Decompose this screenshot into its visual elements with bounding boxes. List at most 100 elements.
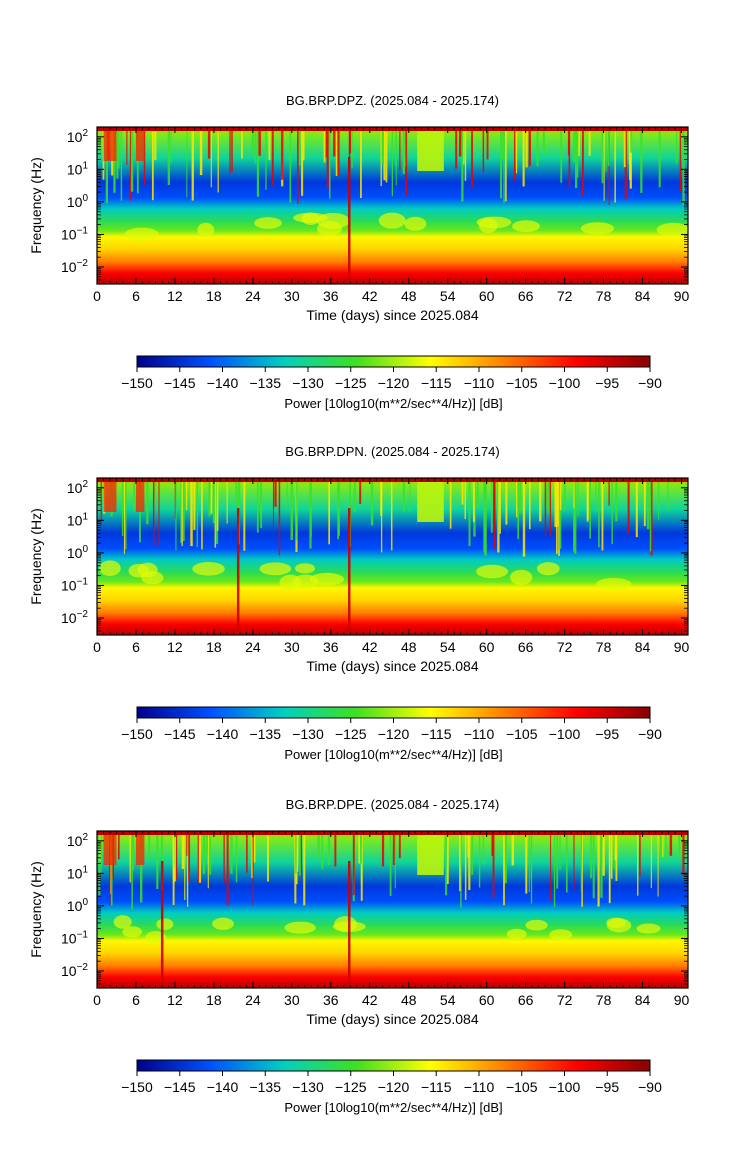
transient-streak [380, 131, 382, 187]
x-tick-label: 66 [518, 992, 534, 1008]
transient-streak [210, 482, 213, 514]
colorbar-tick-label: −115 [421, 726, 452, 742]
transient-streak [325, 131, 328, 158]
colorbar-tick-label: −130 [292, 1079, 324, 1095]
transient-streak [256, 482, 259, 533]
transient-streak [528, 131, 531, 167]
transient-streak [117, 131, 120, 169]
transient-streak [590, 835, 592, 879]
transient-streak [139, 482, 141, 543]
transient-streak [402, 131, 406, 175]
transient-streak [98, 835, 101, 897]
plot-frame [96, 126, 689, 285]
colorbar-tick-label: −110 [464, 1079, 495, 1095]
colorbar-tick-label: −115 [421, 1079, 452, 1095]
high-power-patch [135, 482, 145, 512]
transient-streak [253, 835, 256, 863]
transient-streak [665, 835, 667, 862]
x-axis-label: Time (days) since 2025.084 [306, 1011, 478, 1027]
colorbar-tick-label: −120 [378, 375, 410, 391]
transient-streak [395, 131, 397, 186]
y-tick-label: 10−1 [61, 576, 88, 593]
transient-streak [601, 482, 604, 551]
transient-streak [286, 482, 288, 509]
transient-streak [252, 835, 254, 906]
microseism-blob [279, 574, 302, 591]
transient-streak [445, 835, 448, 896]
transient-streak [105, 131, 109, 204]
transient-streak [643, 482, 646, 527]
transient-streak [272, 482, 274, 530]
data-gap-band [417, 482, 444, 522]
x-tick-label: 90 [674, 288, 690, 304]
y-axis-label: Frequency (Hz) [28, 861, 44, 957]
x-tick-label: 36 [323, 639, 339, 655]
transient-streak [123, 482, 125, 554]
transient-streak [461, 482, 464, 505]
x-tick-label: 6 [132, 639, 140, 655]
microseism-blob [124, 227, 159, 241]
transient-streak [476, 482, 479, 508]
transient-streak [482, 131, 485, 172]
transient-streak [241, 131, 243, 159]
spectrogram-panel-1: BG.BRP.DPZ. (2025.084 - 2025.174) 0 6 12 18 2… [28, 93, 690, 411]
colorbar-tick-label: −150 [121, 375, 153, 391]
transient-streak [385, 131, 388, 183]
microseism-blob [378, 212, 406, 229]
colorbar-tick-label: −115 [421, 375, 452, 391]
x-tick-label: 60 [479, 288, 495, 304]
transient-streak [133, 482, 135, 511]
transient-streak [675, 131, 678, 165]
transient-streak [186, 131, 188, 197]
transient-streak [152, 482, 155, 545]
transient-streak [243, 482, 246, 551]
transient-streak [383, 131, 386, 181]
transient-streak [268, 131, 271, 161]
transient-streak [229, 131, 231, 175]
transient-streak [573, 131, 576, 163]
colorbar-tick-label: −150 [121, 726, 153, 742]
transient-streak [650, 835, 652, 889]
transient-streak [460, 835, 462, 908]
transient-streak [628, 131, 631, 164]
y-tick-label: 100 [67, 193, 89, 210]
transient-streak [580, 835, 583, 892]
transient-streak [299, 835, 302, 876]
colorbar-tick-label: −120 [378, 726, 410, 742]
transient-streak [180, 482, 183, 544]
transient-streak [172, 835, 175, 905]
y-tick-label: 101 [67, 160, 89, 177]
transient-streak [630, 131, 633, 153]
transient-streak [615, 835, 618, 881]
x-tick-label: 48 [401, 288, 417, 304]
microseism-blob [404, 216, 427, 231]
transient-streak [559, 482, 562, 511]
x-tick-label: 36 [323, 288, 339, 304]
spectrogram-panel-2: BG.BRP.DPN. (2025.084 - 2025.174) 0 6 12 18 2… [28, 444, 690, 762]
transient-streak [120, 131, 123, 201]
y-tick-label: 101 [67, 511, 89, 528]
colorbar-label: Power [10log10(m**2/sec**4/Hz)] [dB] [284, 747, 502, 762]
transient-streak [381, 835, 385, 867]
transient-streak [297, 131, 299, 204]
transient-streak [559, 835, 561, 870]
transient-streak [646, 482, 650, 530]
microseism-blob [212, 917, 234, 930]
transient-streak [151, 131, 154, 201]
transient-streak [175, 835, 178, 881]
transient-streak [565, 835, 568, 893]
transient-streak [254, 131, 257, 164]
transient-streak [182, 482, 185, 542]
transient-streak [492, 835, 495, 897]
transient-streak [660, 835, 663, 858]
microseism-blob [284, 921, 316, 934]
transient-streak [558, 482, 560, 556]
microseism-blob [596, 577, 632, 591]
transient-streak [352, 835, 355, 896]
transient-streak [265, 131, 267, 190]
transient-streak [129, 835, 131, 883]
transient-streak [303, 835, 306, 906]
transient-streak [154, 131, 157, 161]
colorbar-tick-label: −105 [506, 1079, 538, 1095]
plot-frame [96, 477, 689, 636]
